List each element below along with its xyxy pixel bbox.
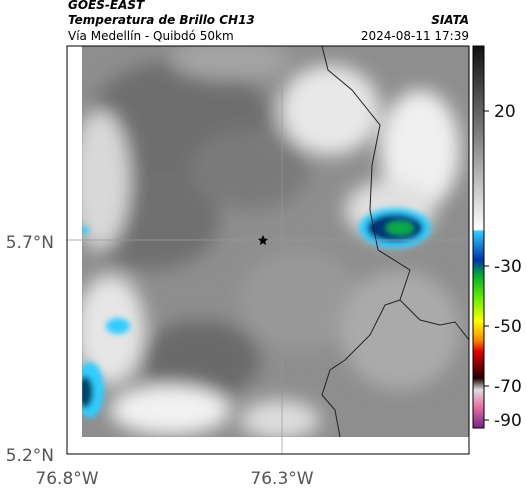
- satellite-image: [82, 46, 469, 437]
- lat-label: 5.7°N: [6, 233, 54, 253]
- colorbar-tick-label: 20: [494, 102, 516, 122]
- colorbar-tick-label: -50: [494, 317, 522, 337]
- lat-label: 5.2°N: [6, 446, 54, 466]
- lon-label: 76.8°W: [35, 469, 98, 489]
- datetime: 2024-08-11 17:39: [361, 29, 469, 43]
- lon-label: 76.3°W: [250, 469, 313, 489]
- product: Temperatura de Brillo CH13: [68, 13, 255, 27]
- source: SIATA: [431, 13, 469, 27]
- colorbar-tick-label: -90: [494, 411, 522, 431]
- satellite: GOES-EAST: [68, 0, 145, 12]
- colorbar-ticks: 20 -30 -50 -70 -90: [484, 102, 522, 431]
- map-frame: [66, 45, 470, 455]
- location: Vía Medellín - Quibdó 50km: [68, 29, 234, 43]
- colorbar: [472, 45, 485, 429]
- colorbar-tick-label: -70: [494, 377, 522, 397]
- colorbar-tick-label: -30: [494, 257, 522, 277]
- station-marker: [258, 235, 268, 245]
